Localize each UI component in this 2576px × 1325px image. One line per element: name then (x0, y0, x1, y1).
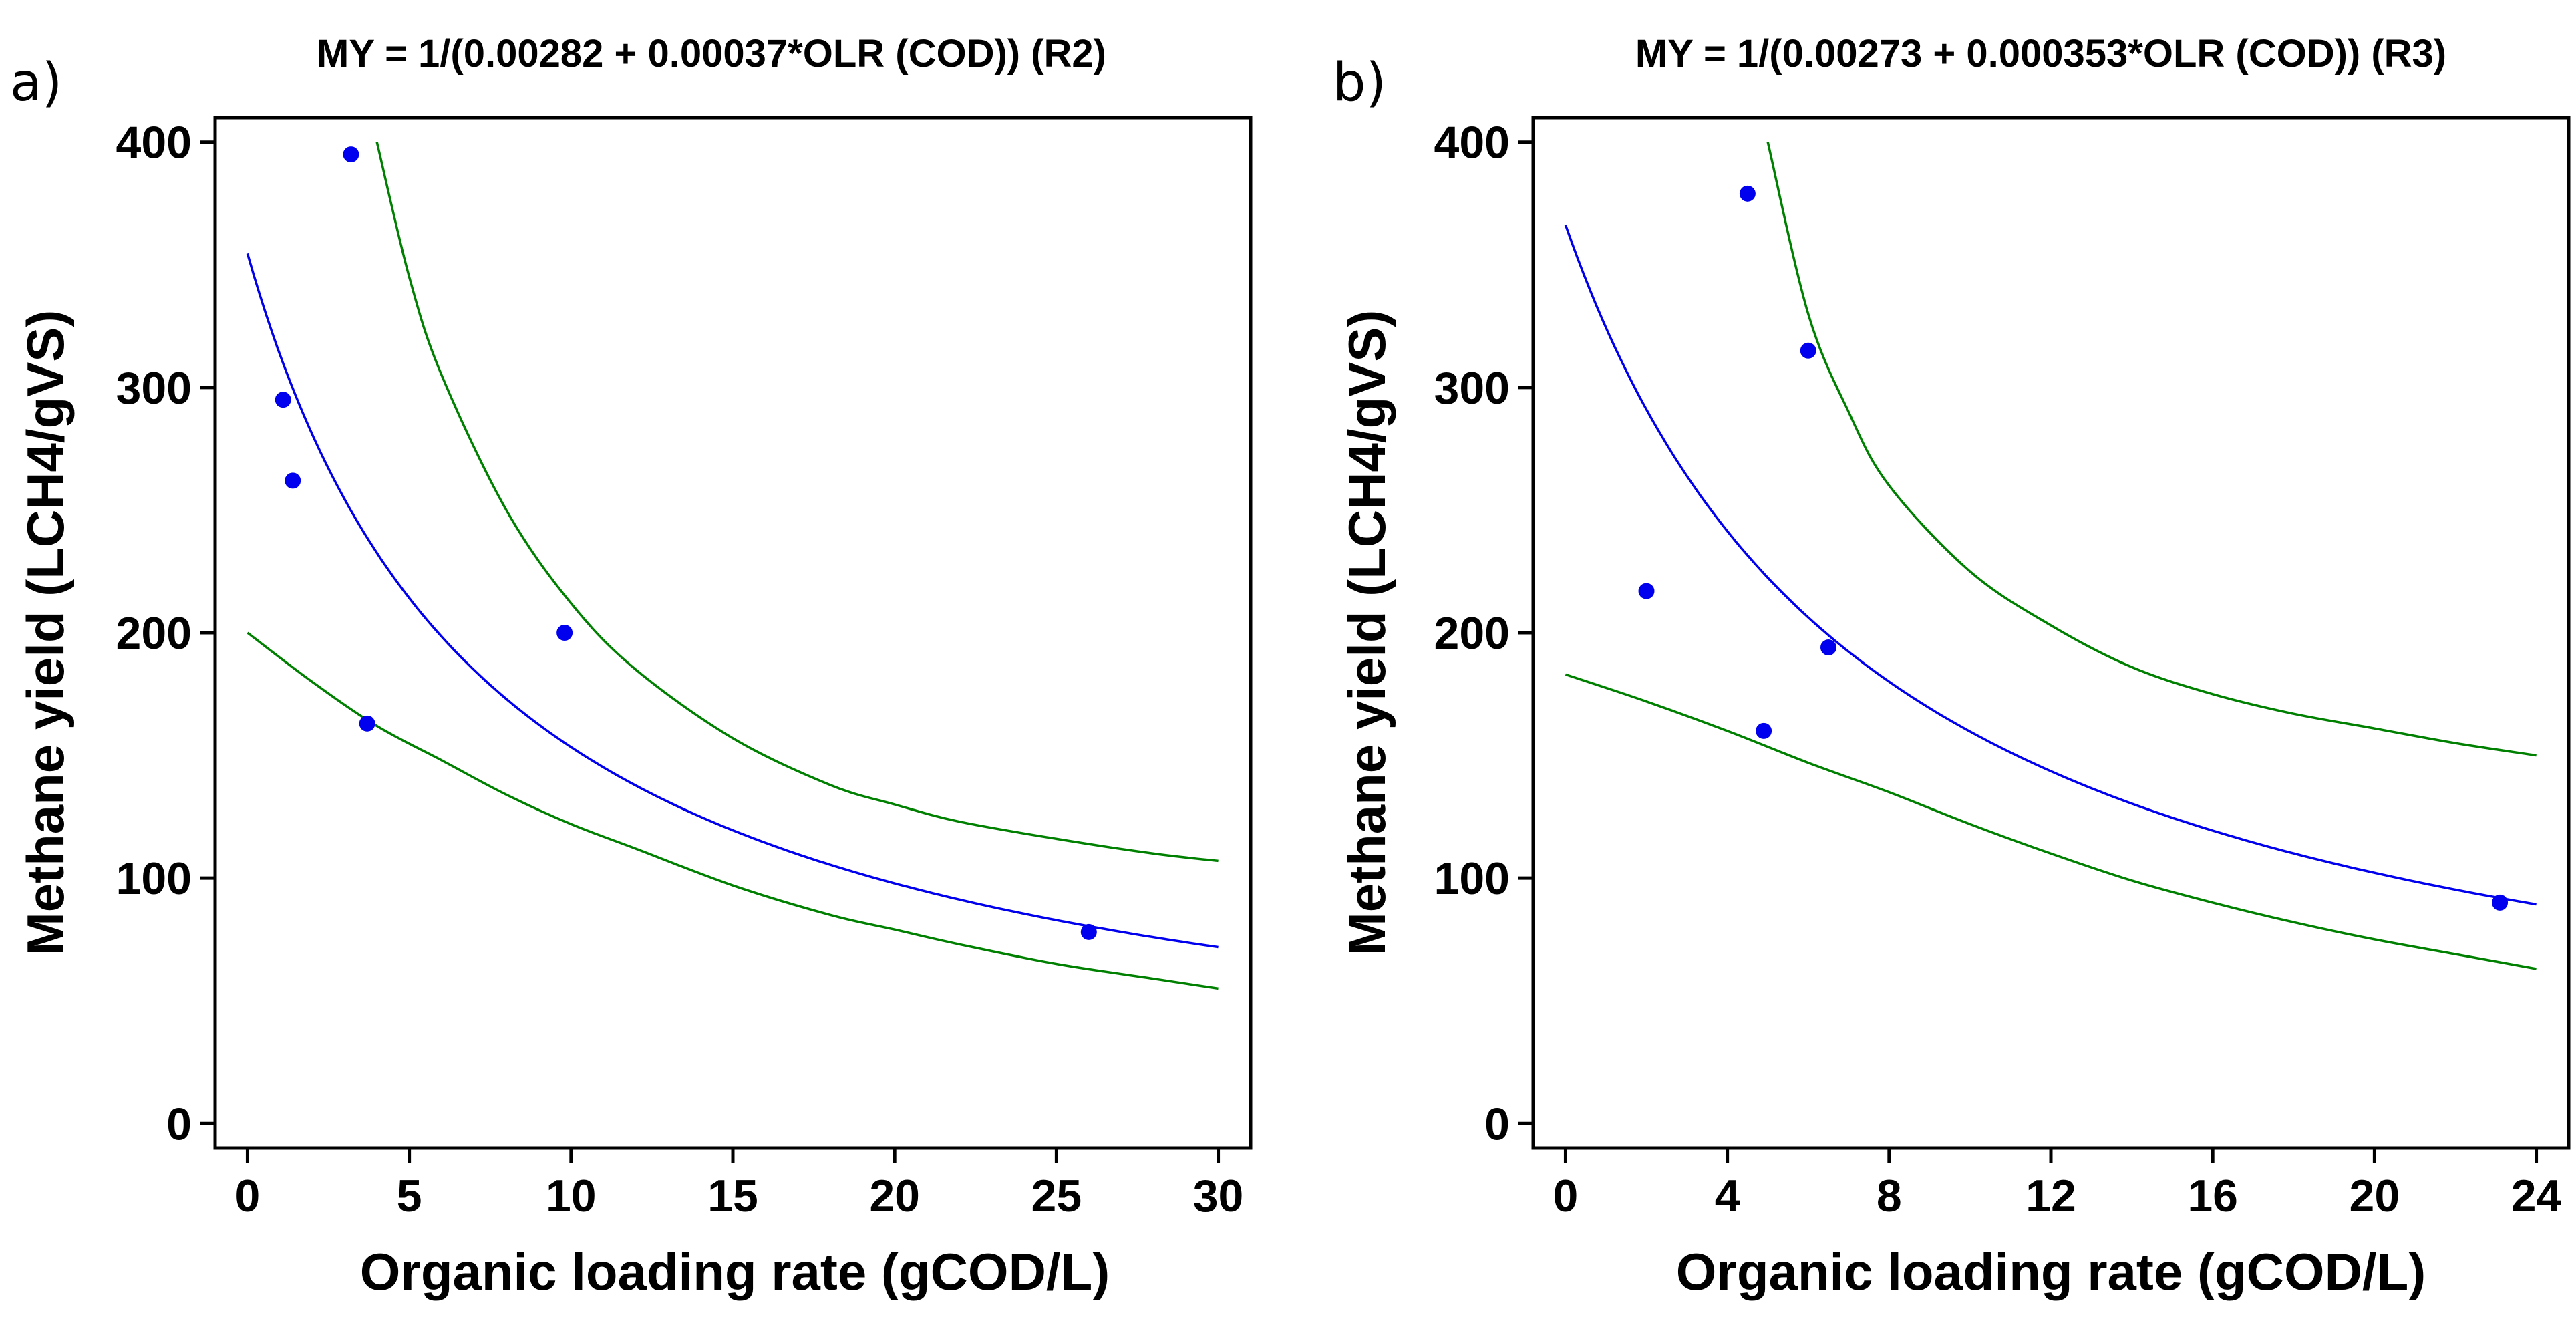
panel-a-data-point (343, 146, 359, 163)
panel-a-y-tick-label: 200 (116, 608, 192, 659)
panel-a-y-tick-label: 100 (116, 853, 192, 904)
panel-a-band (247, 142, 1219, 990)
panel-b-y-tick-label: 200 (1434, 608, 1510, 659)
panel-a-x-axis-label: Organic loading rate (gCOD/L) (360, 1242, 1110, 1301)
panel-b-fit (1564, 224, 2537, 906)
panel-b-data-point (2492, 894, 2509, 911)
panel-b-data-point (1820, 639, 1836, 656)
panel-a-x-tick-label: 5 (397, 1171, 422, 1221)
panel-b: b) MY = 1/(0.00273 + 0.000353*OLR (COD))… (1333, 32, 2571, 1301)
panel-b-y-tick-label: 100 (1434, 853, 1510, 904)
panel-b-data-point (1739, 185, 1756, 202)
panel-b-y-axis-label: Methane yield (LCH4/gVS) (1337, 310, 1396, 955)
panel-a-fit (246, 253, 1219, 949)
panel-b-band-lower (1565, 673, 2537, 970)
panel-a-y-tick-label: 0 (166, 1098, 192, 1149)
panel-b-x-tick-label: 8 (1877, 1171, 1902, 1221)
panel-a-band-lower (247, 631, 1219, 990)
panel-b-y-tick-label: 0 (1484, 1098, 1510, 1149)
panel-a-x-tick-label: 25 (1031, 1171, 1082, 1221)
panel-a-x-tick-label: 15 (707, 1171, 758, 1221)
panel-b-plot-frame (1531, 116, 2571, 1150)
panel-b-ticks: 0 4 8 12 16 20 24 0 100 200 300 400 (1434, 118, 2562, 1221)
panel-b-title: MY = 1/(0.00273 + 0.000353*OLR (COD)) (R… (1635, 32, 2446, 76)
panel-a-y-axis-label: Methane yield (LCH4/gVS) (16, 310, 75, 955)
panel-b-data-point (1800, 342, 1816, 359)
panel-a-x-tick-label: 30 (1193, 1171, 1244, 1221)
panel-b-points (1638, 185, 2509, 911)
panel-b-x-tick-label: 4 (1715, 1171, 1740, 1221)
panel-b-x-axis-label: Organic loading rate (gCOD/L) (1676, 1242, 2426, 1301)
panel-b-x-tick-label: 16 (2187, 1171, 2238, 1221)
panel-b-y-tick-label: 400 (1434, 118, 1510, 168)
panel-b-x-tick-label: 12 (2026, 1171, 2076, 1221)
panel-b-band-upper (1766, 142, 2537, 757)
panel-a-label: a) (10, 53, 62, 113)
panel-a-x-tick-label: 10 (546, 1171, 597, 1221)
panel-b-x-tick-label: 24 (2511, 1171, 2562, 1221)
panel-b-data-point (1638, 583, 1655, 599)
panel-a-data-point (556, 625, 573, 641)
panel-a-data-point (285, 472, 301, 489)
panel-b-x-tick-label: 20 (2350, 1171, 2400, 1221)
panel-a-y-tick-label: 300 (116, 363, 192, 414)
panel-a-title: MY = 1/(0.00282 + 0.00037*OLR (COD)) (R2… (317, 32, 1106, 76)
panel-a-points (275, 146, 1097, 940)
panel-b-label: b) (1333, 53, 1386, 113)
panel-a-x-tick-label: 20 (869, 1171, 920, 1221)
panel-b-y-tick-label: 300 (1434, 363, 1510, 414)
panel-b-band (1565, 142, 2537, 970)
panel-a-y-tick-label: 400 (116, 118, 192, 168)
panel-a: a) MY = 1/(0.00282 + 0.00037*OLR (COD)) … (10, 32, 1253, 1301)
panel-b-data-point (1756, 722, 1772, 739)
panel-b-fit-line (1564, 224, 2537, 906)
panel-a-plot-frame (213, 116, 1253, 1150)
panel-a-data-point (1080, 923, 1097, 940)
panel-a-band-upper (375, 142, 1219, 863)
panel-a-data-point (359, 715, 375, 732)
panel-b-x-tick-label: 0 (1553, 1171, 1579, 1221)
panel-a-x-tick-label: 0 (235, 1171, 261, 1221)
panel-a-data-point (275, 392, 291, 408)
panel-a-fit-line (246, 253, 1219, 949)
